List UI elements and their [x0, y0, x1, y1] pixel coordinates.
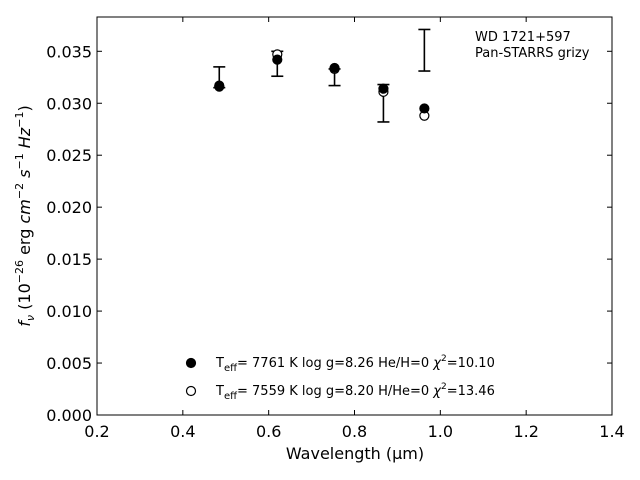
x-tick-label: 1.4	[599, 422, 624, 441]
x-tick-label: 1.2	[513, 422, 538, 441]
y-tick-label: 0.030	[46, 94, 92, 113]
plot-area: 0.2 0.4 0.6 0.8 1.0 1.2 1.4 0.000 0.005 0.010 0.01…	[46, 16, 625, 441]
filled-model-point	[378, 83, 389, 94]
x-tick-label: 0.8	[342, 422, 367, 441]
y-tick-label: 0.035	[46, 42, 92, 61]
legend: Teff= 7761 K log g=8.26 He/H=0 χ2=10.10 …	[185, 354, 495, 402]
y-tick-label: 0.005	[46, 354, 92, 373]
legend-entry-2: Teff= 7559 K log g=8.20 H/He=0 χ2=13.46	[215, 382, 495, 402]
filled-model-point	[419, 103, 430, 114]
y-axis-label: fν (10−26 erg cm−2 s−1 Hz−1)	[13, 105, 37, 326]
legend-marker-open	[185, 385, 197, 397]
annotation-object: WD 1721+597	[475, 30, 571, 45]
y-tick-label: 0.025	[46, 146, 92, 165]
x-tick-label: 0.2	[84, 422, 109, 441]
x-axis-label: Wavelength (μm)	[286, 444, 424, 463]
filled-model-point	[329, 62, 340, 74]
x-tick-label: 1.0	[428, 422, 453, 441]
annotation: WD 1721+597 Pan-STARRS grizy	[475, 30, 590, 61]
y-tick-label: 0.010	[46, 302, 92, 321]
y-tick-label: 0.020	[46, 198, 92, 217]
filled-model-point	[272, 54, 283, 65]
legend-entry-1: Teff= 7761 K log g=8.26 He/H=0 χ2=10.10	[215, 354, 495, 374]
annotation-survey: Pan-STARRS grizy	[475, 46, 590, 61]
filled-model-point	[214, 80, 225, 91]
x-tick-label: 0.6	[256, 422, 281, 441]
legend-marker-filled	[185, 357, 197, 369]
x-tick-label: 0.4	[170, 422, 195, 441]
y-tick-label: 0.000	[46, 406, 92, 425]
y-tick-label: 0.015	[46, 250, 92, 269]
